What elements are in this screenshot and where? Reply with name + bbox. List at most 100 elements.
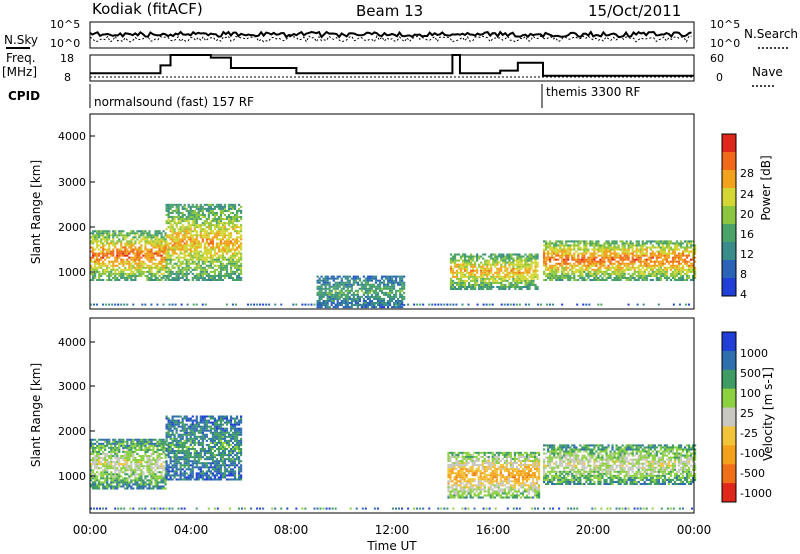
echo-cell — [138, 242, 141, 245]
echo-cell — [395, 299, 398, 303]
echo-cell — [370, 304, 374, 307]
echo-cell — [595, 252, 598, 255]
echo-cell — [90, 232, 93, 235]
echo-cell — [453, 253, 457, 256]
echo-cell — [330, 289, 333, 292]
echo-cell — [532, 257, 535, 260]
echo-cell — [150, 473, 153, 476]
echo-cell — [144, 446, 147, 449]
echo-cell — [545, 248, 548, 251]
echo-cell — [132, 266, 135, 269]
echo-cell — [543, 254, 546, 257]
echo-cell — [663, 268, 666, 271]
echo-cell — [472, 267, 475, 270]
echo-cell — [177, 203, 180, 206]
echo-cell — [490, 277, 493, 280]
echo-cell — [187, 248, 190, 251]
echo-cell — [110, 465, 113, 468]
echo-cell — [116, 278, 119, 282]
echo-cell — [397, 275, 400, 278]
echo-cell — [102, 234, 105, 237]
echo-cell — [657, 264, 660, 267]
echo-cell — [476, 283, 479, 286]
echo-cell — [597, 270, 600, 273]
echo-cell — [545, 266, 548, 269]
echo-cell — [318, 302, 321, 305]
echo-cell — [490, 263, 493, 266]
echo-cell — [124, 454, 127, 458]
echo-cell — [152, 262, 155, 265]
echo-cell — [338, 289, 341, 292]
echo-cell — [92, 483, 95, 486]
echo-cell — [223, 222, 227, 225]
echo-cell — [140, 256, 143, 259]
echo-cell — [374, 277, 378, 280]
echo-cell — [203, 228, 206, 231]
echo-cell — [231, 228, 235, 231]
echo-cell — [171, 240, 174, 243]
echo-cell — [237, 230, 241, 233]
echo-cell — [154, 475, 157, 478]
echo-cell — [144, 238, 147, 241]
echo-cell — [140, 260, 143, 263]
echo-cell — [362, 279, 366, 282]
echo-cell — [140, 250, 143, 253]
echo-cell — [171, 266, 174, 269]
echo-cell — [613, 250, 616, 253]
echo-cell — [142, 232, 145, 235]
echo-cell — [677, 258, 681, 261]
echo-cell — [140, 274, 143, 277]
echo-cell — [108, 457, 111, 460]
echo-cell — [346, 306, 349, 309]
echo-cell — [587, 270, 590, 273]
echo-cell — [530, 263, 533, 266]
echo-cell — [235, 278, 239, 282]
echo-cell — [488, 273, 491, 276]
echo-cell — [191, 234, 194, 237]
echo-cell — [154, 242, 157, 245]
echo-cell — [165, 427, 168, 430]
echo-cell — [191, 242, 194, 245]
echo-cell — [661, 262, 664, 265]
echo-cell — [118, 442, 121, 445]
echo-cell — [227, 209, 231, 212]
echo-cell — [219, 207, 223, 210]
echo-cell — [643, 258, 646, 261]
echo-cell — [193, 250, 196, 253]
echo-cell — [191, 258, 194, 261]
echo-cell — [126, 258, 129, 261]
echo-cell — [465, 271, 469, 274]
echo-cell — [171, 232, 174, 235]
echo-cell — [516, 267, 519, 270]
echo-cell — [201, 256, 204, 259]
echo-cell — [217, 203, 221, 206]
echo-cell — [506, 257, 509, 260]
echo-cell — [215, 218, 219, 221]
echo-cell — [488, 285, 491, 289]
echo-cell — [221, 228, 225, 231]
echo-cell — [639, 252, 642, 255]
echo-cell — [116, 446, 119, 449]
echo-cell — [167, 433, 170, 436]
echo-cell — [114, 450, 117, 453]
echo-cell — [488, 277, 491, 280]
echo-cell — [160, 481, 163, 484]
echo-cell — [221, 248, 225, 251]
echo-cell — [124, 278, 127, 282]
echo-cell — [661, 274, 664, 277]
echo-cell — [605, 272, 608, 275]
echo-cell — [681, 258, 685, 261]
echo-cell — [154, 278, 157, 282]
echo-cell — [98, 446, 101, 449]
echo-cell — [171, 452, 174, 455]
echo-cell — [575, 278, 578, 282]
echo-cell — [203, 248, 206, 251]
echo-cell — [104, 461, 107, 464]
echo-cell — [488, 283, 491, 286]
echo-cell — [193, 276, 196, 279]
echo-cell — [150, 487, 153, 490]
echo-cell — [102, 252, 105, 255]
echo-cell — [126, 448, 129, 451]
echo-cell — [187, 232, 190, 235]
echo-cell — [528, 283, 531, 286]
